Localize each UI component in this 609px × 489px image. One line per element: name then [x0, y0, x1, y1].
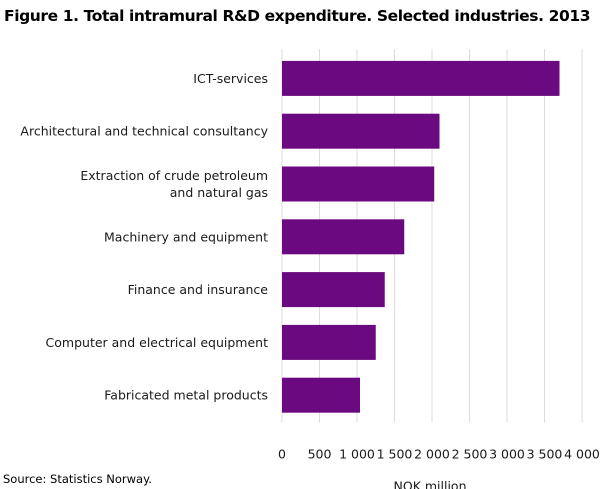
- x-tick-label: 4 000: [564, 447, 600, 462]
- category-label: and natural gas: [170, 185, 268, 200]
- x-tick-labels: 0 500 1 000 1 500 2 000 2 500 3 000 3 500 4 000: [278, 447, 600, 462]
- x-tick-label: 2 500: [452, 447, 488, 462]
- category-label: Finance and insurance: [128, 282, 269, 297]
- bar: [282, 272, 385, 308]
- x-tick-label: 1 000: [339, 447, 375, 462]
- chart-title: Figure 1. Total intramural R&D expenditu…: [4, 7, 591, 25]
- category-labels: ICT-services Architectural and technical …: [20, 71, 268, 403]
- x-tick-label: 3 000: [489, 447, 525, 462]
- category-label: Architectural and technical consultancy: [20, 124, 268, 139]
- x-tick-label: 2 000: [414, 447, 450, 462]
- bars: [282, 60, 560, 413]
- x-tick-label: 0: [278, 447, 286, 462]
- category-label: Fabricated metal products: [104, 388, 268, 403]
- bar: [282, 324, 376, 360]
- bar: [282, 113, 440, 149]
- category-label: ICT-services: [193, 71, 268, 86]
- x-axis-title: NOK million: [394, 479, 467, 489]
- category-label: Machinery and equipment: [104, 229, 268, 244]
- source-note: Source: Statistics Norway.: [3, 472, 152, 486]
- bar: [282, 166, 435, 202]
- category-label: Computer and electrical equipment: [46, 335, 269, 350]
- x-tick-label: 500: [308, 447, 332, 462]
- bar: [282, 219, 405, 255]
- x-tick-label: 3 500: [527, 447, 563, 462]
- bar: [282, 60, 560, 96]
- bar: [282, 377, 360, 413]
- x-tick-label: 1 500: [377, 447, 413, 462]
- category-label: Extraction of crude petroleum: [80, 168, 268, 183]
